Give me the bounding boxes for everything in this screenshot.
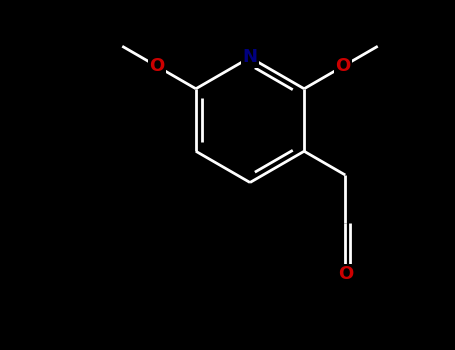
Text: O: O	[338, 265, 353, 283]
Text: N: N	[243, 49, 258, 66]
Text: O: O	[335, 57, 351, 75]
Text: O: O	[149, 57, 165, 75]
